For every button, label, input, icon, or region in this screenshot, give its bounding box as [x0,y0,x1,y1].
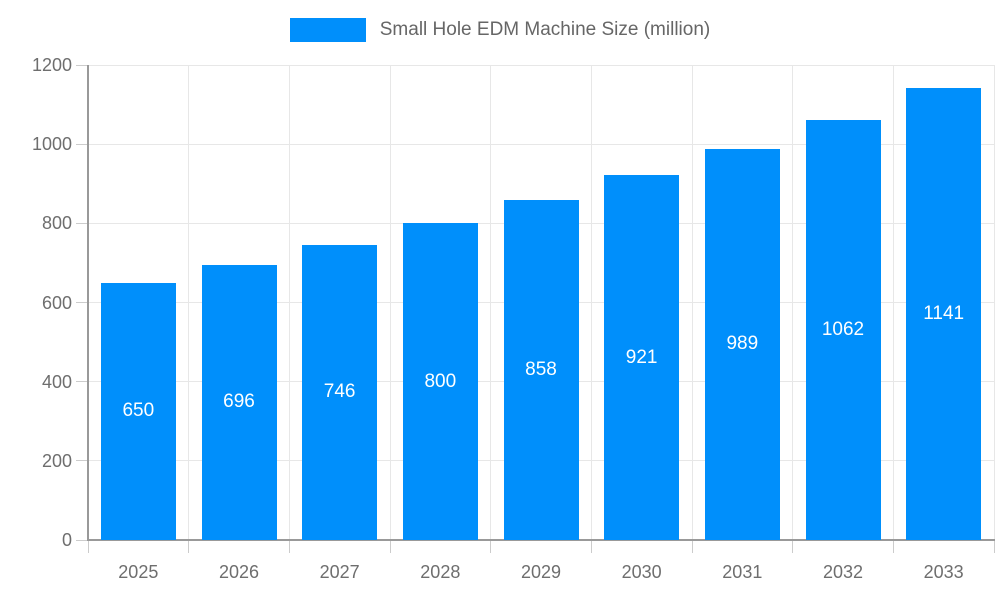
y-axis-tick [76,539,88,541]
bar-value-label: 800 [424,370,457,392]
x-axis-tick-label: 2031 [722,562,763,582]
bar-value-label: 921 [625,346,658,368]
y-axis-tick [76,222,88,224]
bar-value-label: 1141 [923,303,965,325]
gridline-vertical [490,65,492,540]
bar-2033[interactable]: 1141 [906,88,982,540]
y-axis-tick-label: 0 [61,530,72,550]
x-axis-tick-label: 2029 [520,562,561,582]
gridline-vertical [288,65,290,540]
bar-2031[interactable]: 989 [704,148,780,540]
bar-2026[interactable]: 696 [201,264,277,540]
x-axis-tick-label: 2033 [923,562,964,582]
bar-2027[interactable]: 746 [302,244,378,540]
bar-value-label: 858 [525,359,557,381]
y-axis-tick [76,302,88,303]
bar-2030[interactable]: 921 [604,175,680,540]
gridline-horizontal [88,143,994,145]
x-axis-tick [188,540,190,553]
y-axis-tick-label: 1200 [31,55,72,75]
x-axis-tick [691,540,693,553]
bar-2032[interactable]: 1062 [805,119,881,540]
y-axis-tick-label: 800 [41,213,72,234]
x-axis-tick-label: 2030 [621,562,662,582]
x-axis-tick [389,540,391,553]
gridline-vertical [188,65,190,540]
y-axis-tick-label: 600 [41,292,72,313]
x-axis-line [87,539,995,541]
bar-value-label: 989 [726,333,759,355]
x-axis-tick [993,540,995,553]
y-axis-line [87,65,89,540]
legend-swatch [289,18,366,42]
x-axis-tick [87,540,89,553]
y-axis-tick [76,64,88,66]
bar-2029[interactable]: 858 [503,200,579,540]
bar-value-label: 1062 [821,318,865,340]
legend-label: Small Hole EDM Machine Size (million) [379,19,711,40]
y-axis-tick-label: 400 [41,371,72,392]
gridline-vertical [892,65,894,540]
x-axis-tick-label: 2027 [319,562,360,582]
y-axis-tick-label: 1000 [31,134,72,155]
legend[interactable]: Small Hole EDM Machine Size (million) [0,18,1000,42]
gridline-vertical [993,65,995,540]
bar-value-label: 746 [323,381,356,403]
gridline-vertical [590,65,592,540]
x-axis-tick [288,540,290,553]
gridline-vertical [389,65,391,540]
x-axis-tick [490,540,492,553]
y-axis-tick-label: 200 [41,450,72,471]
gridline-vertical [691,65,693,540]
gridline-vertical [792,65,794,540]
bar-value-label: 696 [223,391,255,413]
x-axis-tick [590,540,592,553]
bar-value-label: 650 [122,400,155,422]
x-axis-tick-label: 2028 [420,562,461,582]
y-axis-tick [76,460,88,462]
x-axis-tick-label: 2025 [118,562,159,582]
x-axis-tick [892,540,894,553]
x-axis-tick-label: 2026 [218,562,259,582]
bar-2028[interactable]: 800 [402,223,478,540]
gridline-horizontal [88,64,994,66]
y-axis-tick [76,143,88,145]
bar-2025[interactable]: 650 [100,282,176,540]
x-axis-tick-label: 2032 [822,562,863,582]
x-axis-tick [792,540,794,553]
y-axis-tick [76,381,88,383]
